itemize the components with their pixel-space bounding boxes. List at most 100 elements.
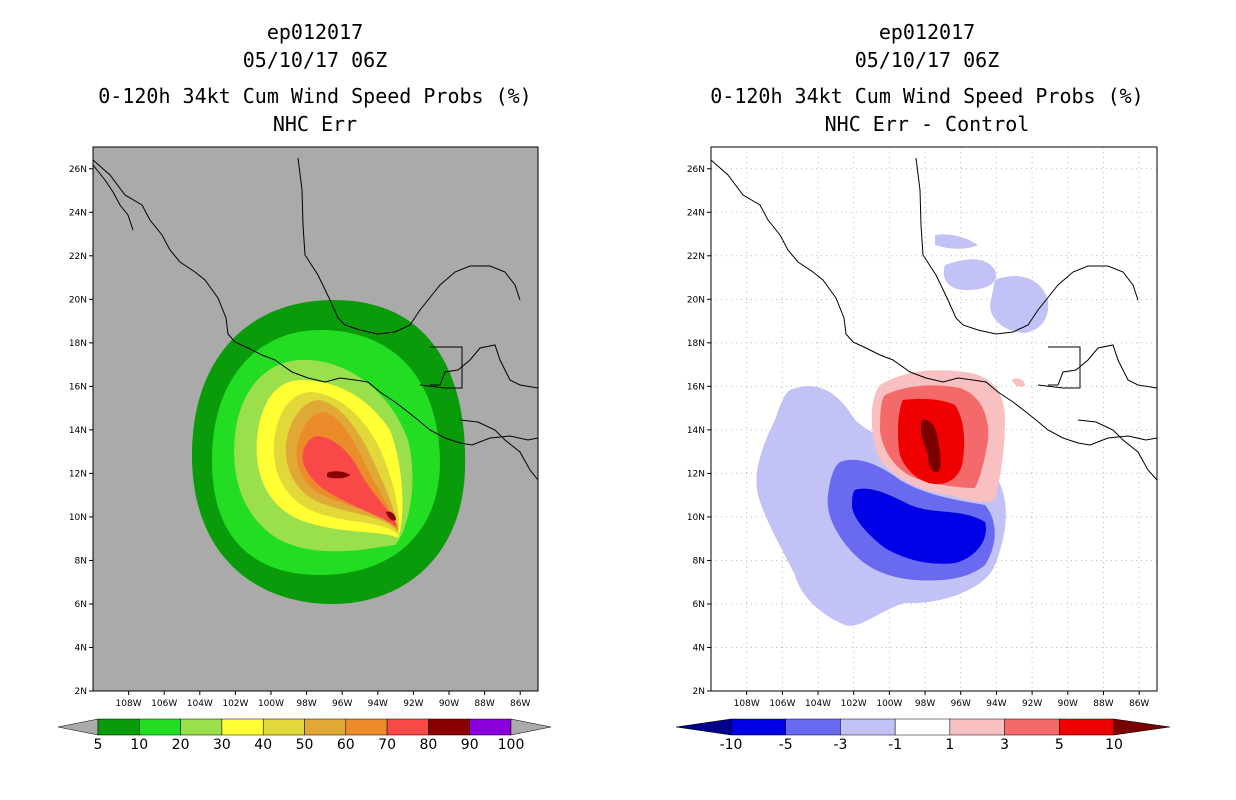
left-panel-title: ep012017 05/10/17 06Z 0-120h 34kt Cum Wi… xyxy=(15,18,615,138)
left-colorbar-swatch xyxy=(97,718,140,736)
right-yucatan xyxy=(1048,344,1157,389)
left-lat-label: 4N xyxy=(75,643,87,653)
right-colorbar-low-arrow xyxy=(675,718,732,736)
left-lat-label: 10N xyxy=(69,513,87,523)
left-lat-label: 20N xyxy=(69,295,87,305)
left-colorbar-swatch xyxy=(469,718,512,736)
right-lat-label: 4N xyxy=(693,643,705,653)
right-coast-mexico-pacific xyxy=(711,159,1157,446)
left-colorbar-label: 10 xyxy=(130,737,148,753)
left-map-panel: 108W 106W 104W 102W 100W 98W 96W 94W 92W 90W 88W 86… xyxy=(69,146,539,709)
left-colorbar-label: 5 xyxy=(94,737,103,753)
right-lat-label: 2N xyxy=(693,687,705,697)
left-axis-ticks: 108W 106W 104W 102W 100W 98W 96W 94W 92W 90W 88W 86… xyxy=(69,165,531,709)
right-map-frame xyxy=(710,146,1158,692)
right-colorbar-swatch xyxy=(1004,718,1060,736)
prob-80-contour-small xyxy=(386,511,396,521)
diff-neg1-blob-north xyxy=(935,234,978,249)
right-lat-label: 22N xyxy=(687,252,705,262)
right-colorbar-high-arrow xyxy=(1113,718,1171,736)
left-colorbar-label: 100 xyxy=(498,737,525,753)
left-colorbar: 5 10 20 30 40 50 60 70 80 90 100 xyxy=(57,718,552,753)
right-colorbar-label: 3 xyxy=(1000,737,1009,753)
left-baja-peninsula xyxy=(93,164,134,231)
prob-70-contour xyxy=(302,436,397,527)
right-lat-label: 6N xyxy=(693,600,705,610)
right-lat-label: 12N xyxy=(687,469,705,479)
left-yucatan xyxy=(430,344,538,389)
left-colorbar-low-arrow xyxy=(57,718,99,736)
right-lon-label: 104W xyxy=(805,699,831,709)
right-guatemala-border xyxy=(1037,346,1081,389)
diff-neg5-region xyxy=(852,488,986,564)
left-lon-label: 106W xyxy=(151,699,177,709)
right-colorbar-label: 1 xyxy=(945,737,954,753)
left-lon-label: 94W xyxy=(368,699,388,709)
right-colorbar-label: -5 xyxy=(779,737,793,753)
left-lon-label: 88W xyxy=(474,699,494,709)
right-datetime: 05/10/17 06Z xyxy=(854,48,1000,72)
left-colorbar-label: 60 xyxy=(337,737,355,753)
right-lat-label: 20N xyxy=(687,295,705,305)
left-storm-id: ep012017 xyxy=(266,20,364,44)
right-central-america xyxy=(1077,419,1157,481)
right-subtitle: NHC Err - Control xyxy=(824,112,1030,136)
left-lon-label: 86W xyxy=(510,699,530,709)
left-central-america xyxy=(459,419,538,481)
right-lat-label: 10N xyxy=(687,513,705,523)
left-coast-mexico-gulf xyxy=(297,157,521,335)
left-lat-label: 18N xyxy=(69,339,87,349)
left-map-frame xyxy=(92,146,539,692)
right-lon-label: 94W xyxy=(986,699,1006,709)
right-lat-label: 26N xyxy=(687,165,705,175)
left-lon-label: 98W xyxy=(296,699,316,709)
right-storm-id: ep012017 xyxy=(878,20,976,44)
left-lat-label: 2N xyxy=(75,687,87,697)
right-difference-contours xyxy=(756,234,1049,626)
right-colorbar: -10 -5 -3 -1 1 3 5 10 xyxy=(675,718,1171,753)
right-axis-ticks: 108W 106W 104W 102W 100W 98W 96W 94W 92W 90W 88W 86… xyxy=(687,165,1150,709)
left-product: 0-120h 34kt Cum Wind Speed Probs (%) xyxy=(98,84,532,108)
left-colorbar-label: 70 xyxy=(378,737,396,753)
left-colorbar-swatch xyxy=(180,718,223,736)
right-lon-label: 98W xyxy=(915,699,935,709)
right-product: 0-120h 34kt Cum Wind Speed Probs (%) xyxy=(710,84,1144,108)
right-colorbar-label: -1 xyxy=(888,737,902,753)
left-colorbar-label: 40 xyxy=(254,737,272,753)
left-colorbar-high-arrow xyxy=(510,718,552,736)
right-lat-label: 8N xyxy=(693,556,705,566)
left-colorbar-swatch xyxy=(221,718,264,736)
left-guatemala-border xyxy=(419,346,463,389)
prob-80-contour xyxy=(327,471,350,479)
diff-pos10-region xyxy=(920,419,941,473)
right-coast-mexico-gulf xyxy=(915,157,1139,335)
diff-neg1-blob-gulf xyxy=(943,259,996,290)
right-colorbar-label: 5 xyxy=(1055,737,1064,753)
right-lon-label: 108W xyxy=(734,699,760,709)
right-lon-label: 96W xyxy=(951,699,971,709)
left-colorbar-swatch xyxy=(139,718,181,736)
right-colorbar-label: -3 xyxy=(833,737,847,753)
left-lat-label: 8N xyxy=(75,556,87,566)
left-datetime: 05/10/17 06Z xyxy=(242,48,388,72)
right-lon-label: 102W xyxy=(841,699,867,709)
right-lon-label: 88W xyxy=(1093,699,1113,709)
left-lon-label: 92W xyxy=(403,699,423,709)
left-colorbar-swatch xyxy=(345,718,388,736)
right-colorbar-swatch xyxy=(840,718,896,736)
right-lon-label: 86W xyxy=(1129,699,1149,709)
left-colorbar-label: 50 xyxy=(296,737,314,753)
left-colorbar-swatch xyxy=(262,718,305,736)
right-lon-label: 106W xyxy=(769,699,795,709)
left-colorbar-label: 20 xyxy=(172,737,190,753)
left-lon-label: 102W xyxy=(222,699,248,709)
left-colorbar-label: 90 xyxy=(461,737,479,753)
right-colorbar-swatch xyxy=(894,718,951,736)
right-panel-title: ep012017 05/10/17 06Z 0-120h 34kt Cum Wi… xyxy=(627,18,1227,138)
right-coastlines xyxy=(711,157,1157,481)
left-lat-label: 26N xyxy=(69,165,87,175)
left-lon-label: 90W xyxy=(439,699,459,709)
right-lat-label: 16N xyxy=(687,382,705,392)
left-lat-label: 12N xyxy=(69,469,87,479)
right-lon-label: 90W xyxy=(1058,699,1078,709)
